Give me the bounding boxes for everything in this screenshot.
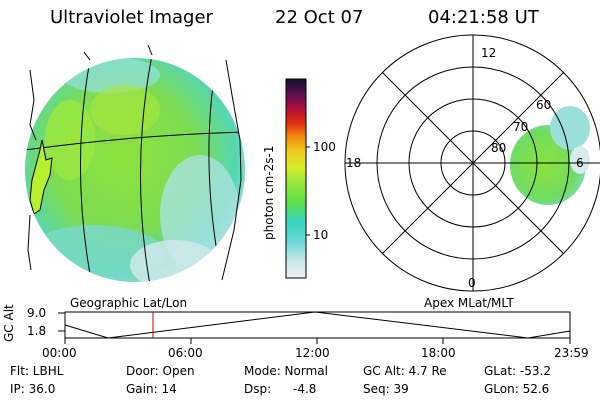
info-seq: Seq: 39 xyxy=(363,382,409,396)
info-mode: Mode: Normal xyxy=(244,364,328,378)
mlt-label-6: 6 xyxy=(576,156,584,170)
date-label: 22 Oct 07 xyxy=(275,7,364,28)
info-dsp-label: Dsp: xyxy=(244,382,272,396)
lat-label-70: 70 xyxy=(513,120,529,134)
altitude-ylabel: GC Alt xyxy=(2,304,16,342)
colorbar xyxy=(285,78,310,279)
mlt-label-0: 0 xyxy=(468,276,476,290)
xtick-1200: 12:00 xyxy=(295,346,330,360)
apex-panel-label: Apex MLat/MLT xyxy=(424,296,514,310)
colorbar-tick-100: 100 xyxy=(313,140,336,154)
info-dsp-value: -4.8 xyxy=(293,382,317,396)
info-gcalt: GC Alt: 4.7 Re xyxy=(363,364,447,378)
geographic-panel-label: Geographic Lat/Lon xyxy=(70,296,188,310)
info-ip: IP: 36.0 xyxy=(10,382,56,396)
xtick-0000: 00:00 xyxy=(42,346,77,360)
altitude-ytick-9: 9.0 xyxy=(27,306,47,320)
info-door: Door: Open xyxy=(126,364,195,378)
colorbar-label: photon cm-2s-1 xyxy=(262,145,276,241)
time-label: 04:21:58 UT xyxy=(428,7,539,28)
info-glon: GLon: 52.6 xyxy=(484,382,550,396)
altitude-plot xyxy=(58,311,571,344)
lat-label-60: 60 xyxy=(536,98,552,112)
xtick-2359: 23:59 xyxy=(554,346,589,360)
info-glat: GLat: -53.2 xyxy=(484,364,551,378)
geographic-image xyxy=(25,44,245,282)
polar-plot xyxy=(344,34,600,292)
mlt-label-12: 12 xyxy=(481,46,497,60)
xtick-1800: 18:00 xyxy=(421,346,456,360)
info-flt: Flt: LBHL xyxy=(10,364,64,378)
info-gain: Gain: 14 xyxy=(126,382,177,396)
instrument-title: Ultraviolet Imager xyxy=(50,7,213,28)
xtick-0600: 06:00 xyxy=(168,346,203,360)
altitude-ytick-1-8: 1.8 xyxy=(27,324,47,338)
mlt-label-18: 18 xyxy=(346,156,362,170)
lat-label-80: 80 xyxy=(491,141,507,155)
colorbar-tick-10: 10 xyxy=(313,228,329,242)
